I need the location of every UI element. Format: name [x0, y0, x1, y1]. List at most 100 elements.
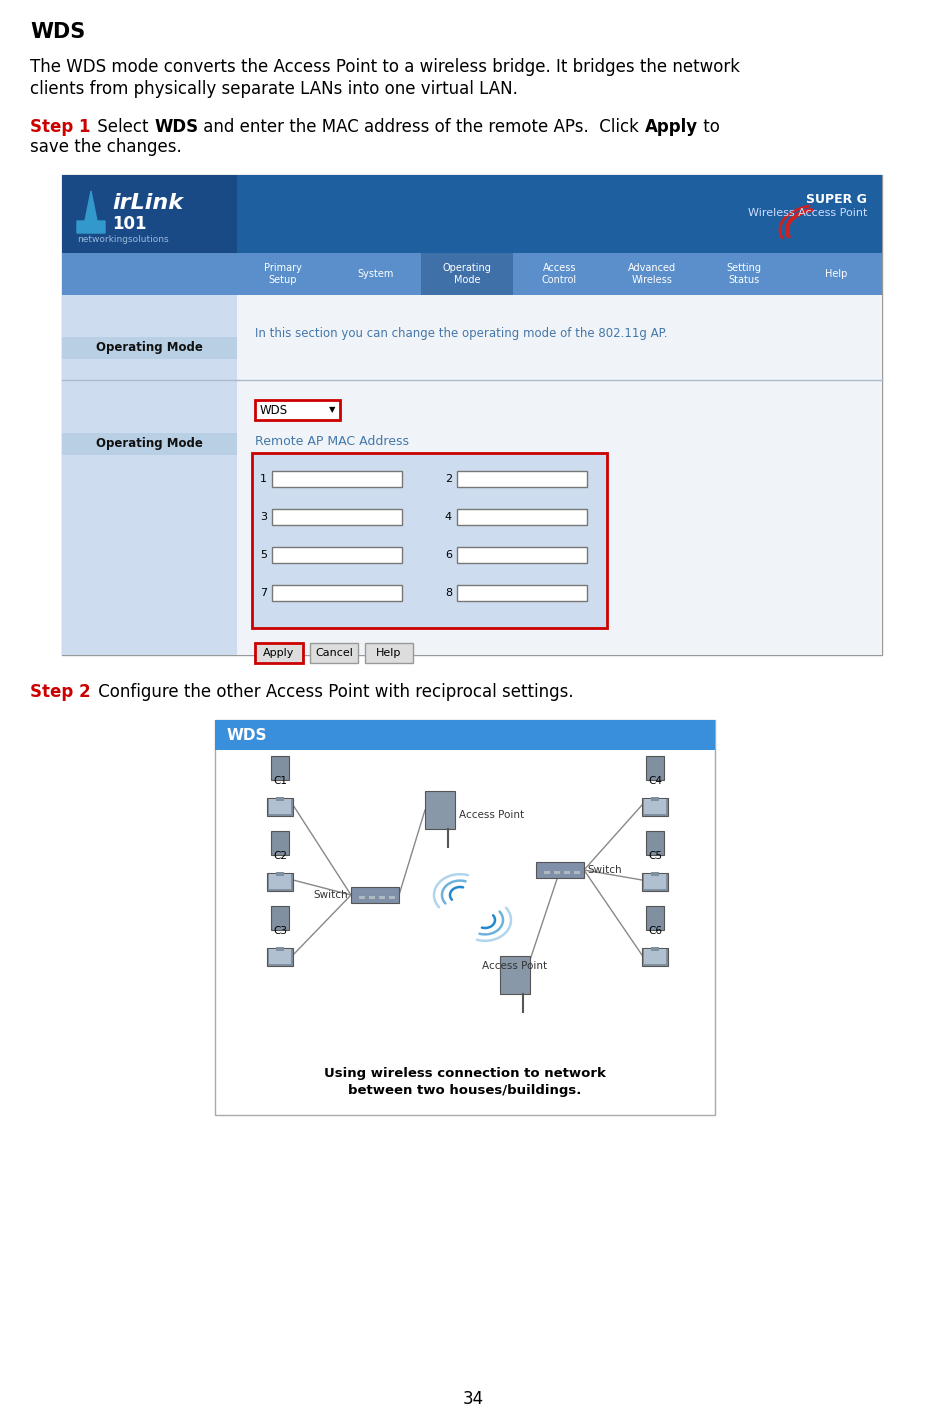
Text: 2: 2: [445, 474, 452, 484]
Bar: [646, 831, 664, 855]
Text: 101: 101: [112, 215, 147, 233]
Text: Remote AP MAC Address: Remote AP MAC Address: [255, 436, 409, 448]
Bar: [359, 896, 365, 899]
Bar: [457, 547, 587, 563]
Bar: [642, 947, 668, 966]
Bar: [651, 872, 659, 877]
Bar: [389, 896, 395, 899]
Bar: [237, 296, 882, 655]
Text: 6: 6: [445, 550, 452, 560]
Bar: [62, 175, 882, 655]
Text: SUPER G: SUPER G: [806, 192, 867, 206]
Text: WDS: WDS: [154, 117, 198, 136]
Polygon shape: [77, 191, 105, 233]
Text: Apply: Apply: [645, 117, 698, 136]
Bar: [369, 896, 375, 899]
Bar: [544, 871, 550, 874]
Bar: [276, 797, 284, 800]
Bar: [644, 949, 666, 964]
Text: Help: Help: [825, 269, 848, 279]
Bar: [271, 831, 289, 855]
Bar: [276, 872, 284, 877]
Bar: [267, 797, 293, 816]
Text: WDS: WDS: [260, 403, 288, 417]
Bar: [252, 452, 607, 628]
Text: The WDS mode converts the Access Point to a wireless bridge. It bridges the netw: The WDS mode converts the Access Point t…: [30, 58, 740, 76]
Text: Step 2: Step 2: [30, 683, 91, 701]
Bar: [62, 296, 237, 655]
Text: 8: 8: [445, 588, 452, 598]
Text: In this section you can change the operating mode of the 802.11g AP.: In this section you can change the opera…: [255, 327, 668, 339]
Text: Configure the other Access Point with reciprocal settings.: Configure the other Access Point with re…: [93, 683, 573, 701]
Text: ▼: ▼: [329, 406, 335, 414]
Bar: [500, 956, 530, 994]
Bar: [272, 509, 402, 525]
Bar: [269, 949, 291, 964]
Text: and enter the MAC address of the remote APs.  Click: and enter the MAC address of the remote …: [198, 117, 645, 136]
Text: Advanced
Wireless: Advanced Wireless: [628, 263, 676, 284]
Text: C2: C2: [273, 851, 287, 861]
Text: Step 1: Step 1: [30, 117, 91, 136]
Bar: [255, 643, 303, 663]
Bar: [269, 799, 291, 814]
Bar: [272, 585, 402, 601]
Bar: [62, 175, 237, 253]
Text: irLink: irLink: [112, 192, 183, 214]
Text: to: to: [698, 117, 720, 136]
Text: Wireless Access Point: Wireless Access Point: [747, 208, 867, 218]
Text: 4: 4: [445, 512, 452, 522]
Bar: [272, 471, 402, 486]
Text: C6: C6: [648, 926, 662, 936]
Bar: [267, 947, 293, 966]
Text: Switch: Switch: [313, 889, 348, 899]
Bar: [644, 874, 666, 889]
Bar: [457, 471, 587, 486]
Text: 1: 1: [260, 474, 267, 484]
Text: Operating Mode: Operating Mode: [96, 342, 203, 355]
Bar: [574, 871, 580, 874]
Text: Access Point: Access Point: [459, 810, 524, 820]
Text: networkingsolutions: networkingsolutions: [77, 235, 169, 245]
Text: 3: 3: [260, 512, 267, 522]
Text: Access
Control: Access Control: [542, 263, 577, 284]
Bar: [651, 947, 659, 952]
Bar: [62, 337, 237, 359]
Bar: [425, 790, 455, 829]
Text: C4: C4: [648, 776, 662, 786]
Text: clients from physically separate LANs into one virtual LAN.: clients from physically separate LANs in…: [30, 81, 518, 98]
Text: Apply: Apply: [263, 648, 295, 658]
Bar: [642, 797, 668, 816]
Bar: [421, 253, 513, 296]
Text: Setting
Status: Setting Status: [726, 263, 761, 284]
Bar: [62, 175, 882, 253]
Text: Primary
Setup: Primary Setup: [264, 263, 302, 284]
Bar: [457, 585, 587, 601]
Bar: [351, 887, 399, 904]
Bar: [536, 863, 584, 878]
Bar: [554, 871, 560, 874]
Bar: [646, 756, 664, 781]
Text: Help: Help: [376, 648, 402, 658]
Text: Operating Mode: Operating Mode: [96, 437, 203, 451]
Bar: [271, 756, 289, 781]
Bar: [457, 509, 587, 525]
FancyBboxPatch shape: [255, 400, 340, 420]
Bar: [310, 643, 358, 663]
Bar: [269, 874, 291, 889]
Text: 7: 7: [259, 588, 267, 598]
Text: WDS: WDS: [227, 727, 267, 742]
Text: Cancel: Cancel: [315, 648, 353, 658]
Text: 34: 34: [463, 1390, 484, 1408]
Bar: [365, 643, 413, 663]
Text: 5: 5: [260, 550, 267, 560]
Bar: [272, 547, 402, 563]
Text: C3: C3: [273, 926, 287, 936]
Bar: [62, 253, 882, 296]
Text: System: System: [357, 269, 393, 279]
Text: C5: C5: [648, 851, 662, 861]
Bar: [215, 720, 715, 749]
Bar: [644, 799, 666, 814]
Bar: [276, 947, 284, 952]
Bar: [62, 433, 237, 455]
Text: Select: Select: [93, 117, 154, 136]
